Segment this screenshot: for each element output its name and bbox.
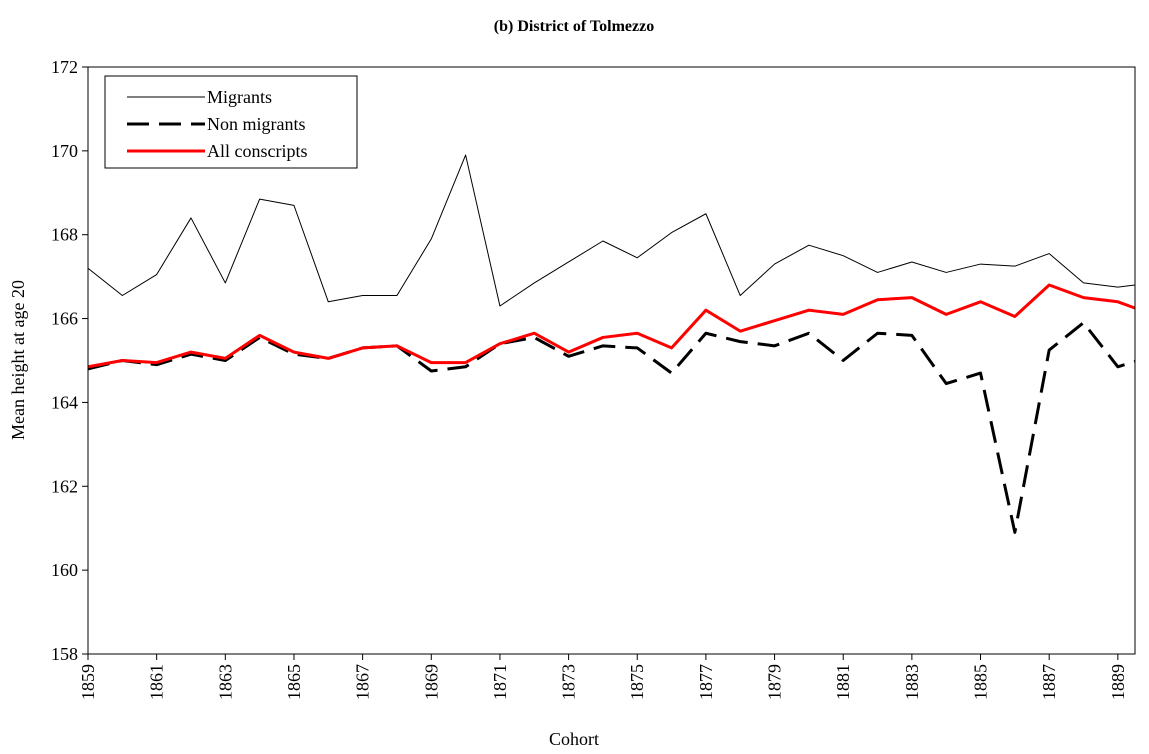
x-tick-label: 1871 — [490, 664, 510, 700]
x-tick-label: 1867 — [353, 664, 373, 700]
x-tick-label: 1887 — [1039, 664, 1059, 700]
x-tick-label: 1865 — [284, 664, 304, 700]
y-tick-label: 172 — [51, 57, 78, 77]
chart-title: (b) District of Tolmezzo — [494, 18, 654, 35]
x-tick-label: 1889 — [1108, 664, 1128, 700]
x-axis-label: Cohort — [549, 729, 599, 749]
data-line — [88, 283, 1135, 369]
data-line — [88, 154, 1135, 307]
x-tick-label: 1883 — [902, 664, 922, 700]
legend-label: Migrants — [207, 87, 272, 107]
legend-box — [104, 75, 358, 169]
y-tick-label: 164 — [51, 392, 78, 412]
x-tick-label: 1859 — [78, 664, 98, 700]
x-tick-label: 1877 — [696, 664, 716, 700]
plot-area — [88, 154, 1135, 534]
plot-frame — [87, 66, 1136, 655]
x-tick-label: 1879 — [765, 664, 785, 700]
legend-label: Non migrants — [207, 114, 306, 134]
y-tick-label: 158 — [51, 644, 78, 664]
legend-label: All conscripts — [207, 141, 308, 161]
x-tick-label: 1881 — [833, 664, 853, 700]
x-tick-label: 1869 — [421, 664, 441, 700]
y-tick-label: 160 — [51, 560, 78, 580]
y-tick-label: 168 — [51, 225, 78, 245]
y-tick-label: 162 — [51, 476, 78, 496]
x-tick-label: 1875 — [627, 664, 647, 700]
x-tick-label: 1873 — [559, 664, 579, 700]
data-line — [88, 321, 1135, 534]
x-tick-label: 1885 — [971, 664, 991, 700]
y-tick-label: 166 — [51, 309, 78, 329]
x-tick-label: 1861 — [147, 664, 167, 700]
y-axis-label: Mean height at age 20 — [8, 280, 28, 440]
y-tick-label: 170 — [51, 141, 78, 161]
x-tick-label: 1863 — [215, 664, 235, 700]
